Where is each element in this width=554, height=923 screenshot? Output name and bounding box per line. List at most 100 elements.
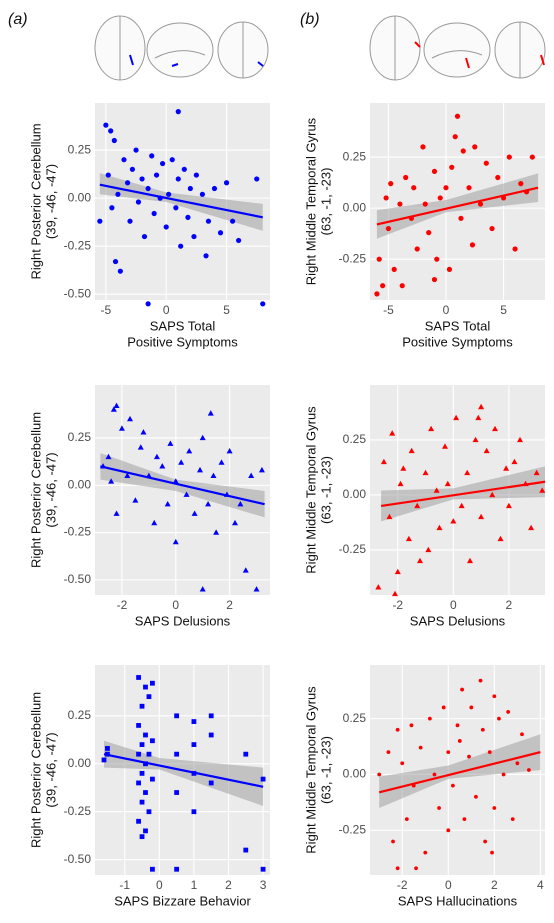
point — [460, 687, 465, 692]
point — [437, 195, 443, 201]
point — [539, 487, 546, 493]
x-tick-label: -2 — [397, 878, 408, 892]
point — [526, 768, 531, 772]
point — [174, 790, 180, 795]
panel-label: (b) — [300, 11, 320, 28]
point — [443, 185, 449, 191]
point — [136, 818, 141, 824]
y-axis-label: Right Middle Temporal Gyrus — [303, 406, 318, 574]
point — [243, 751, 249, 757]
point — [409, 723, 414, 728]
x-axis-label: SAPS Bizzare Behavior — [114, 893, 251, 908]
point — [455, 723, 460, 728]
point — [454, 113, 461, 119]
point — [153, 453, 160, 460]
point — [501, 772, 506, 777]
y-tick-label: 0.00 — [343, 487, 367, 501]
x-tick-label: 0 — [450, 598, 457, 612]
point — [205, 218, 212, 224]
point — [472, 144, 478, 150]
point — [515, 761, 520, 766]
point — [159, 463, 166, 469]
point — [478, 403, 485, 410]
point — [185, 214, 191, 220]
point — [487, 750, 492, 755]
point — [218, 459, 225, 465]
point — [529, 154, 535, 160]
point — [458, 215, 464, 221]
point — [446, 828, 451, 833]
point — [386, 513, 393, 520]
point — [518, 181, 524, 187]
point — [405, 535, 412, 542]
point — [422, 469, 429, 476]
point — [118, 425, 125, 431]
y-axis-label: (63, -1, -23) — [318, 168, 333, 236]
y-axis-label: Right Posterior Cerebellum — [28, 692, 43, 848]
fit-line — [103, 753, 264, 788]
point — [478, 678, 483, 683]
y-tick-label: 0.00 — [68, 477, 92, 491]
y-tick-label: 0.00 — [68, 756, 92, 770]
point — [483, 160, 489, 166]
x-tick-label: -2 — [117, 598, 128, 612]
x-tick-label: 0 — [172, 598, 179, 612]
point — [444, 480, 451, 487]
y-axis-label: (63, -1, -23) — [318, 736, 333, 804]
point — [164, 500, 171, 507]
x-tick-label: 0 — [163, 303, 170, 317]
point — [404, 817, 409, 822]
brain-views-a — [94, 15, 269, 81]
point — [511, 458, 518, 465]
y-axis-label: Right Posterior Cerebellum — [28, 123, 43, 279]
point — [458, 502, 465, 509]
point — [467, 754, 471, 759]
point — [466, 185, 472, 191]
point — [446, 750, 451, 755]
y-axis-label: Right Posterior Cerebellum — [28, 412, 43, 568]
point — [232, 519, 238, 526]
y-axis-label: (39, -46, -47) — [43, 452, 58, 527]
point — [437, 806, 441, 810]
y-tick-label: 0.25 — [343, 711, 367, 725]
point — [191, 510, 198, 516]
point — [151, 210, 157, 217]
x-tick-label: 2 — [506, 598, 513, 612]
point — [136, 751, 141, 757]
point — [248, 472, 255, 479]
point — [517, 436, 523, 443]
point — [127, 415, 133, 422]
point — [211, 185, 218, 192]
y-axis-label: (39, -46, -47) — [43, 164, 58, 239]
point — [520, 732, 524, 737]
x-tick-label: 0 — [445, 878, 452, 892]
point — [112, 258, 119, 265]
point — [380, 283, 386, 289]
point — [124, 472, 131, 479]
x-axis-label: SAPS Total — [150, 318, 216, 333]
point — [145, 301, 151, 307]
point — [229, 218, 236, 224]
fit-line — [99, 183, 263, 219]
point — [223, 180, 230, 186]
y-tick-label: 0.25 — [343, 432, 367, 446]
y-tick-label: 0.00 — [68, 190, 92, 204]
point — [492, 425, 498, 432]
point — [254, 176, 260, 182]
point — [260, 301, 266, 307]
point — [394, 568, 401, 575]
point — [242, 567, 249, 573]
point — [191, 809, 197, 815]
point — [124, 180, 131, 186]
point — [174, 866, 180, 872]
point — [428, 425, 435, 432]
point — [385, 225, 392, 232]
x-tick-label: 4 — [537, 878, 544, 892]
point — [110, 406, 117, 412]
point — [127, 218, 133, 224]
point — [129, 166, 136, 172]
point — [172, 538, 179, 545]
point — [408, 447, 415, 454]
point — [210, 472, 217, 479]
